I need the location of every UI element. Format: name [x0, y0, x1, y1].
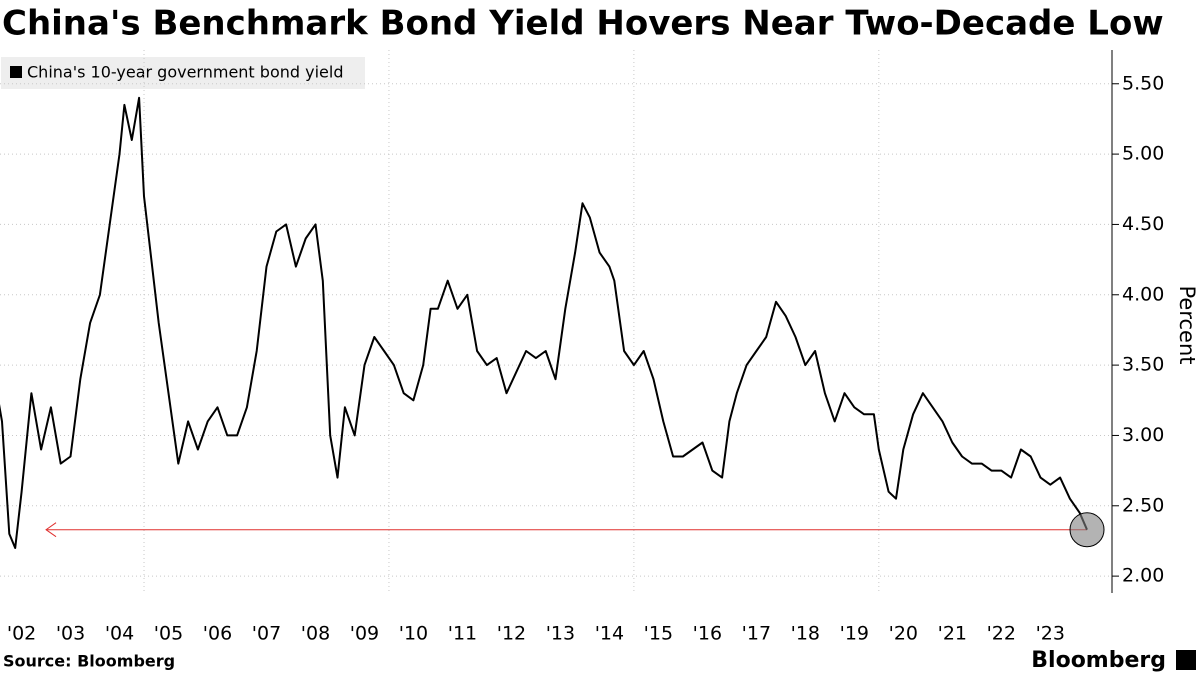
y-tick-label: 5.00 [1122, 143, 1164, 165]
x-tick-label: '09 [350, 623, 379, 645]
y-axis-label: Percent [1175, 285, 1199, 364]
y-tick-label: 4.50 [1122, 213, 1164, 235]
x-tick-label: '07 [252, 623, 281, 645]
x-tick-label: '17 [742, 623, 771, 645]
y-tick-label: 5.50 [1122, 72, 1164, 94]
legend-label: China's 10-year government bond yield [27, 63, 343, 82]
x-tick-label: '15 [644, 623, 673, 645]
y-tick-label: 2.00 [1122, 565, 1164, 587]
x-tick-label: '23 [1036, 623, 1065, 645]
y-tick-label: 4.00 [1122, 283, 1164, 305]
latest-highlight [1069, 512, 1105, 548]
x-tick-label: '03 [56, 623, 85, 645]
y-tick-label: 3.50 [1122, 354, 1164, 376]
x-tick-label: '10 [399, 623, 428, 645]
reference-arrowhead [45, 522, 57, 538]
y-tick-label: 2.50 [1122, 494, 1164, 516]
x-tick-label: '12 [497, 623, 526, 645]
x-tick-label: '08 [301, 623, 330, 645]
legend-swatch [10, 66, 22, 78]
logo-icon [1176, 650, 1196, 670]
x-tick-label: '18 [791, 623, 820, 645]
x-tick-label: '11 [448, 623, 477, 645]
x-tick-label: '16 [693, 623, 722, 645]
x-tick-label: '20 [889, 623, 918, 645]
x-tick-label: '19 [840, 623, 869, 645]
chart-title: China's Benchmark Bond Yield Hovers Near… [2, 4, 1164, 44]
x-tick-label: '04 [105, 623, 134, 645]
x-tick-label: '06 [203, 623, 232, 645]
x-tick-label: '14 [595, 623, 624, 645]
x-tick-label: '21 [938, 623, 967, 645]
branding: Bloomberg [1031, 648, 1166, 673]
x-tick-label: '22 [987, 623, 1016, 645]
x-tick-label: '05 [154, 623, 183, 645]
x-tick-label: '02 [7, 623, 36, 645]
series-line [0, 96, 1088, 549]
source: Source: Bloomberg [3, 652, 175, 671]
y-tick-label: 3.00 [1122, 424, 1164, 446]
x-tick-label: '13 [546, 623, 575, 645]
